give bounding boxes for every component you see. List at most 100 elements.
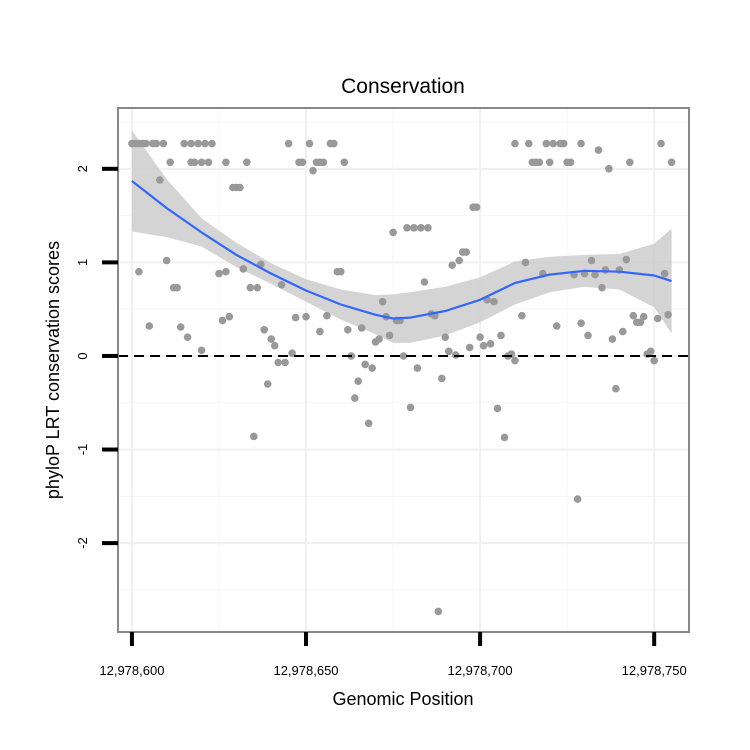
data-point: [166, 158, 174, 167]
data-point: [194, 139, 202, 148]
data-point: [260, 326, 269, 334]
data-point: [281, 358, 289, 367]
data-point: [598, 283, 606, 292]
data-point: [361, 360, 370, 369]
data-point: [434, 607, 443, 616]
data-point: [636, 318, 645, 327]
data-point: [364, 419, 373, 428]
data-point: [639, 312, 648, 321]
data-point: [239, 265, 248, 273]
y-tick-label: 2: [75, 165, 90, 172]
data-point: [646, 347, 655, 356]
data-point: [549, 139, 557, 148]
panel-border: [117, 107, 690, 633]
axes: 12,978,600 12,978,650 12,978,700 12,978,750…: [75, 165, 687, 678]
data-point: [476, 333, 484, 342]
data-point: [204, 158, 213, 167]
data-point: [305, 139, 314, 148]
data-point: [337, 267, 345, 276]
data-point: [208, 139, 216, 148]
data-point: [601, 266, 610, 274]
data-point: [660, 269, 669, 278]
data-point: [159, 139, 168, 148]
grid: [118, 108, 689, 632]
y-tick-label: -1: [75, 444, 90, 456]
data-point: [378, 297, 387, 306]
data-point: [577, 139, 585, 148]
data-point: [591, 270, 599, 279]
data-point: [664, 311, 672, 319]
data-point: [316, 327, 324, 336]
data-point: [323, 311, 331, 320]
data-point: [657, 139, 665, 148]
data-point: [493, 404, 502, 413]
data-point: [201, 139, 209, 148]
smooth-trend: [131, 180, 672, 320]
data-point: [344, 326, 352, 334]
data-point: [385, 331, 394, 340]
data-point: [587, 256, 596, 265]
data-point: [156, 176, 164, 184]
data-point: [243, 158, 251, 167]
data-point: [619, 327, 627, 336]
data-point: [566, 158, 575, 167]
data-point: [445, 347, 453, 356]
data-point: [667, 158, 676, 167]
data-point: [486, 340, 495, 348]
data-point: [267, 335, 276, 343]
data-point: [462, 248, 471, 256]
data-point: [438, 374, 446, 383]
data-point: [626, 158, 634, 167]
smooth-line: [131, 180, 672, 320]
data-point: [319, 158, 328, 167]
data-point: [270, 341, 279, 350]
data-point: [274, 358, 283, 367]
data-point: [152, 139, 161, 148]
data-point: [368, 364, 377, 372]
data-point: [162, 256, 171, 265]
data-point: [302, 312, 310, 321]
data-point: [225, 312, 234, 321]
data-point: [309, 166, 317, 175]
data-point: [577, 319, 585, 328]
data-point: [389, 228, 397, 237]
data-point: [511, 139, 519, 148]
data-point: [375, 335, 383, 343]
data-point: [417, 224, 425, 232]
plot-panel: [118, 108, 689, 632]
data-point: [448, 261, 457, 270]
y-tick-label: -2: [75, 537, 90, 549]
data-point: [622, 255, 631, 264]
data-point: [542, 139, 551, 148]
x-tick-label: 12,978,650: [273, 663, 338, 678]
data-point: [465, 343, 474, 352]
data-point: [246, 283, 255, 292]
x-tick-label: 12,978,750: [622, 663, 687, 678]
data-point: [183, 333, 192, 342]
data-point: [253, 283, 262, 292]
data-point: [176, 323, 185, 331]
confidence-ribbon: [131, 130, 672, 343]
data-point: [535, 158, 544, 167]
data-point: [250, 432, 258, 441]
data-point: [420, 278, 429, 286]
data-point: [236, 183, 244, 192]
data-points: [128, 139, 676, 616]
data-point: [525, 139, 533, 148]
data-point: [521, 258, 530, 267]
data-point: [142, 139, 150, 148]
data-point: [413, 364, 422, 372]
data-point: [559, 139, 568, 148]
data-point: [340, 158, 349, 167]
data-point: [357, 324, 366, 332]
chart-title: Conservation: [341, 75, 465, 98]
y-tick-label: 0: [75, 352, 90, 359]
data-point: [653, 314, 662, 323]
data-point: [403, 224, 411, 232]
data-point: [479, 341, 488, 350]
data-point: [215, 269, 223, 278]
data-point: [277, 281, 286, 289]
x-tick-label: 12,978,700: [448, 663, 513, 678]
data-point: [145, 322, 154, 330]
